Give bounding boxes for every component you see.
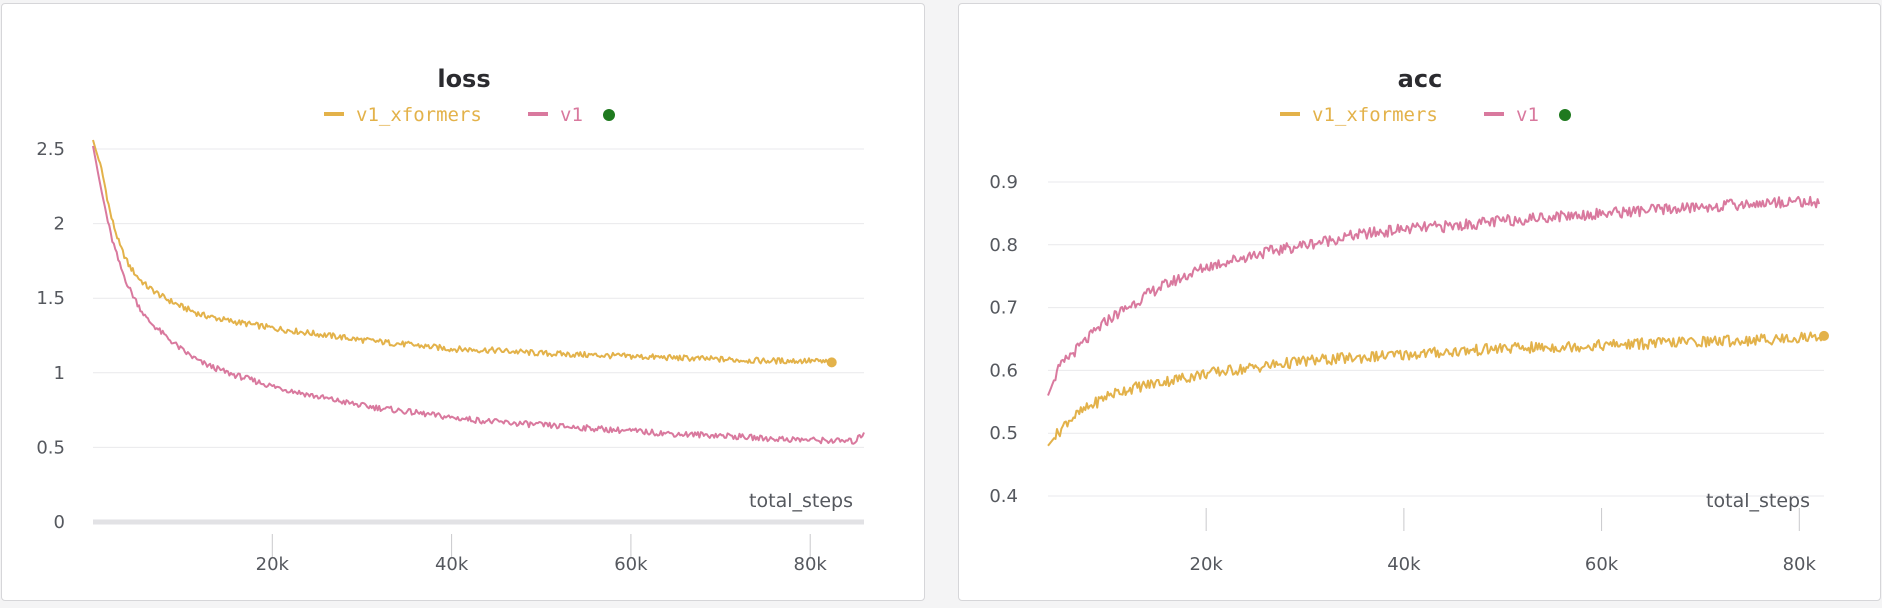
y-tick-label: 0.9: [989, 172, 1018, 193]
y-tick-label: 0.5: [36, 437, 65, 458]
y-tick-label: 0.8: [989, 235, 1018, 256]
chart-title: acc: [1398, 65, 1443, 93]
x-tick-label: 40k: [1387, 554, 1421, 575]
legend-label-v1[interactable]: v1: [560, 104, 583, 126]
y-tick-label: 0.4: [989, 486, 1018, 507]
running-status-dot: [603, 109, 615, 121]
legend-label-v1-xformers[interactable]: v1_xformers: [356, 104, 482, 126]
series-line-v1-xformers[interactable]: [92, 139, 833, 365]
x-tick-label: 20k: [256, 554, 290, 575]
series-end-marker: [1819, 330, 1829, 341]
series-line-v1[interactable]: [1047, 195, 1821, 396]
acc-chart: 0.4 0.5 0.6 0.7 0.8 0.9 20k 40k 60k 80k acc v1_xf…: [989, 65, 1829, 575]
loss-chart: 0 0.5 1 1.5 2 2.5 20k 40k 60k 80k loss v1_xformer…: [36, 65, 865, 575]
loss-chart-panel: 0 0.5 1 1.5 2 2.5 20k 40k 60k 80k loss v1_xformer…: [1, 3, 925, 601]
y-tick-label: 1: [54, 363, 65, 384]
y-tick-label: 0.5: [989, 423, 1018, 444]
chart-title: loss: [437, 65, 490, 93]
series-end-marker: [826, 357, 837, 368]
x-axis-label: total_steps: [1706, 490, 1810, 512]
running-status-dot: [1559, 109, 1571, 121]
legend-label-v1[interactable]: v1: [1516, 104, 1539, 126]
x-tick-label: 40k: [435, 554, 469, 575]
legend-label-v1-xformers[interactable]: v1_xformers: [1312, 104, 1438, 126]
y-tick-label: 0: [54, 512, 65, 533]
y-tick-label: 0.6: [989, 360, 1018, 381]
y-tick-label: 2: [54, 214, 65, 235]
x-tick-label: 60k: [614, 554, 648, 575]
x-tick-label: 60k: [1585, 554, 1619, 575]
y-tick-label: 0.7: [989, 298, 1018, 319]
y-tick-label: 2.5: [36, 139, 65, 160]
acc-chart-panel: 0.4 0.5 0.6 0.7 0.8 0.9 20k 40k 60k 80k acc v1_xf…: [958, 3, 1881, 601]
x-tick-label: 20k: [1190, 554, 1224, 575]
series-line-v1-xformers[interactable]: [1047, 331, 1825, 447]
y-tick-label: 1.5: [36, 288, 65, 309]
x-tick-label: 80k: [1783, 554, 1817, 575]
x-tick-label: 80k: [794, 554, 828, 575]
series-line-v1[interactable]: [92, 145, 865, 445]
x-axis-label: total_steps: [749, 490, 853, 512]
